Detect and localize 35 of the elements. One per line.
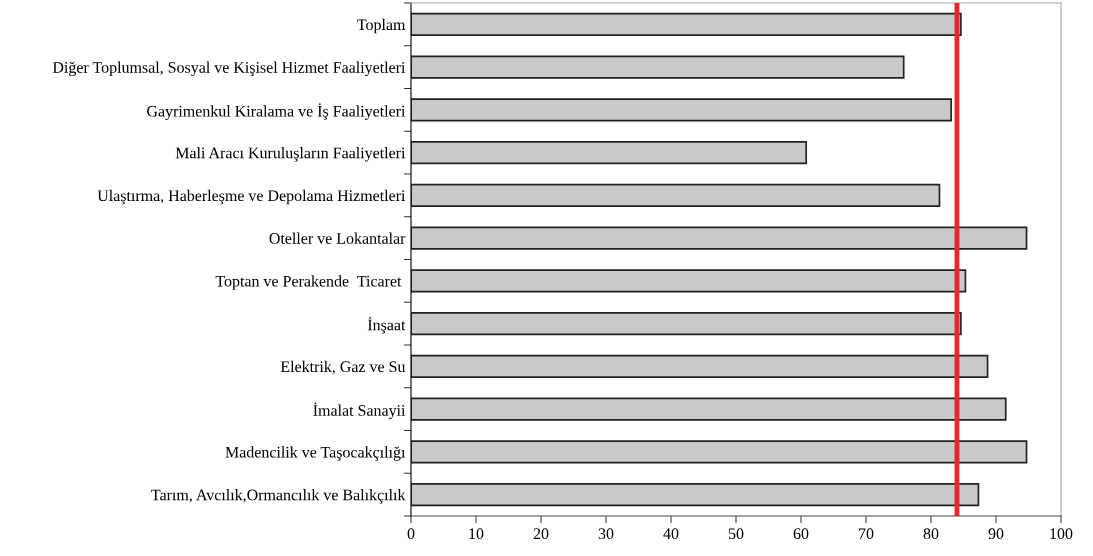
y-tick-label: Toplam bbox=[357, 18, 406, 34]
bar bbox=[411, 354, 989, 378]
x-tick-label: 90 bbox=[988, 528, 1004, 540]
bar bbox=[411, 12, 962, 36]
x-tick-label: 30 bbox=[598, 528, 614, 540]
x-tick-label: 20 bbox=[533, 528, 549, 540]
bar bbox=[411, 397, 1007, 421]
bar bbox=[411, 141, 808, 165]
x-tick-label: 10 bbox=[469, 528, 484, 540]
y-tick-label: Madencilik ve Taşocakçılığı bbox=[225, 446, 406, 461]
x-tick-label: 40 bbox=[663, 528, 679, 540]
x-tick-label: 60 bbox=[793, 528, 809, 540]
x-tick-label: 70 bbox=[859, 528, 874, 540]
bar bbox=[411, 312, 962, 336]
bar bbox=[411, 483, 980, 507]
x-tick-label: 50 bbox=[728, 528, 744, 540]
y-tick-label: Diğer Toplumsal, Sosyal ve Kişisel Hizmet Faaliyetleri bbox=[52, 61, 406, 77]
y-tick-label: Toptan ve Perakende Ticaret bbox=[215, 275, 402, 290]
y-tick-label: İnşaat bbox=[367, 317, 406, 334]
y-tick-label: Oteller ve Lokantalar bbox=[269, 232, 406, 244]
bar bbox=[411, 98, 952, 122]
y-tick-label: Elektrik, Gaz ve Su bbox=[280, 360, 406, 375]
y-tick-label: Ulaştırma, Haberleşme ve Depolama Hizmetleri bbox=[97, 189, 406, 205]
bar bbox=[411, 226, 1028, 250]
bar bbox=[411, 440, 1028, 464]
x-tick-label: 100 bbox=[1050, 528, 1073, 540]
x-tick-label: 80 bbox=[923, 528, 939, 540]
y-tick-label: Tarım, Avcılık,Ormancılık ve Balıkçılık bbox=[151, 489, 406, 504]
bar bbox=[411, 183, 941, 207]
y-tick-label: Gayrimenkul Kiralama ve İş Faaliyetleri bbox=[147, 103, 406, 120]
bar bbox=[411, 55, 905, 79]
y-tick-label: İmalat Sanayii bbox=[313, 402, 406, 420]
x-tick-label: 0 bbox=[407, 528, 415, 540]
bar bbox=[411, 269, 967, 293]
y-tick-label: Mali Aracı Kuruluşların Faaliyetleri bbox=[175, 147, 406, 162]
